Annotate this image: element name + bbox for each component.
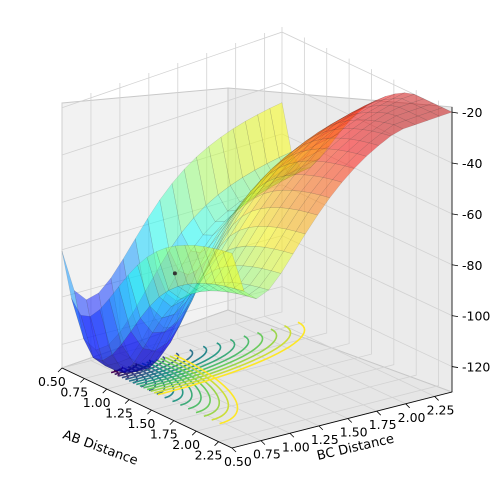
y-tick-label: 1.75 (369, 417, 397, 432)
z-tick-label: -100 (462, 309, 490, 324)
energy-surface (61, 92, 453, 374)
contour-line (154, 324, 292, 394)
x-gridline (151, 69, 372, 411)
x-tick-label: 1.50 (127, 416, 155, 431)
surface-patch (380, 124, 404, 137)
y-axis-line (231, 391, 453, 449)
y-tick (231, 447, 237, 453)
tick-marks (57, 111, 459, 453)
contour-line (169, 355, 230, 421)
y-gridline (177, 63, 348, 419)
z-tick-label: -60 (462, 207, 482, 222)
surface-patch (417, 111, 441, 121)
contour-line (121, 355, 166, 379)
x-gridline (173, 79, 395, 422)
contour-line (150, 328, 278, 393)
surface-patch (368, 133, 392, 146)
contour-line (141, 362, 175, 399)
surface-patch (222, 250, 245, 292)
y-tick (376, 410, 382, 416)
x-axis-label: AB Distance (61, 428, 140, 469)
x-axis-line (61, 367, 233, 449)
x-tick (124, 399, 130, 404)
x-tick-label: 0.75 (60, 385, 88, 400)
tick-labels: -20-40-60-80-100-1200.500.751.001.251.50… (38, 105, 490, 469)
x-tick (214, 441, 219, 446)
contour-projection (110, 321, 306, 425)
z-tick-label: -40 (462, 156, 482, 171)
marker-point (172, 271, 177, 276)
x-gridline (218, 100, 439, 443)
x-tick-label: 2.25 (195, 448, 223, 463)
z-tick (451, 366, 459, 368)
z-tick-label: -80 (462, 258, 482, 273)
y-tick-label: 0.50 (224, 454, 252, 469)
x-tick (102, 388, 108, 394)
x-tick-label: 1.00 (83, 395, 111, 410)
y-tick (289, 432, 295, 438)
y-tick-label: 2.25 (427, 402, 455, 417)
contour-line (164, 356, 221, 418)
y-tick-label: 0.75 (253, 447, 281, 462)
z-tick (451, 264, 459, 267)
x-tick-label: 0.50 (38, 374, 66, 389)
surface-patch (307, 194, 331, 216)
z-tick (451, 162, 459, 165)
contour-line (132, 345, 208, 384)
x-tick-label: 2.00 (172, 437, 200, 452)
y-tick (260, 440, 266, 445)
x-tick (57, 367, 63, 373)
surface-patch (393, 120, 416, 130)
x-tick-label: 1.75 (150, 427, 178, 442)
contour-line (146, 331, 264, 391)
z-tick (451, 213, 459, 216)
z-tick-label: -20 (462, 105, 482, 120)
contour-line (155, 358, 202, 410)
x-tick (80, 378, 85, 383)
axis-lines (61, 107, 453, 449)
x-tick-label: 1.25 (105, 406, 133, 421)
z-tick (451, 111, 459, 114)
y-gridline (206, 53, 377, 412)
x-gridline (196, 90, 417, 432)
contour-line (143, 335, 250, 389)
x-tick (191, 430, 197, 436)
contour-line (157, 321, 306, 396)
contour-line (174, 354, 239, 425)
y-gridline (90, 93, 262, 441)
z-tick (451, 315, 459, 318)
surface-patch (283, 231, 306, 255)
surface-patch (405, 115, 429, 125)
contour-line (150, 360, 193, 406)
z-tick-label: -120 (462, 360, 490, 375)
y-tick (434, 396, 439, 401)
contour-line (160, 357, 211, 414)
surface-patch (344, 153, 367, 169)
y-tick-label: 2.00 (398, 410, 426, 425)
contour-line (136, 342, 222, 386)
y-tick (318, 425, 324, 431)
x-tick (147, 409, 152, 415)
y-tick-label: 1.00 (282, 439, 310, 454)
y-tick-label: 1.25 (311, 432, 339, 447)
y-tick (347, 418, 353, 423)
y-tick (405, 403, 410, 409)
y-tick-label: 1.50 (340, 425, 368, 440)
contour-line (128, 349, 194, 382)
contour-line (139, 338, 236, 387)
x-tick (169, 420, 175, 425)
